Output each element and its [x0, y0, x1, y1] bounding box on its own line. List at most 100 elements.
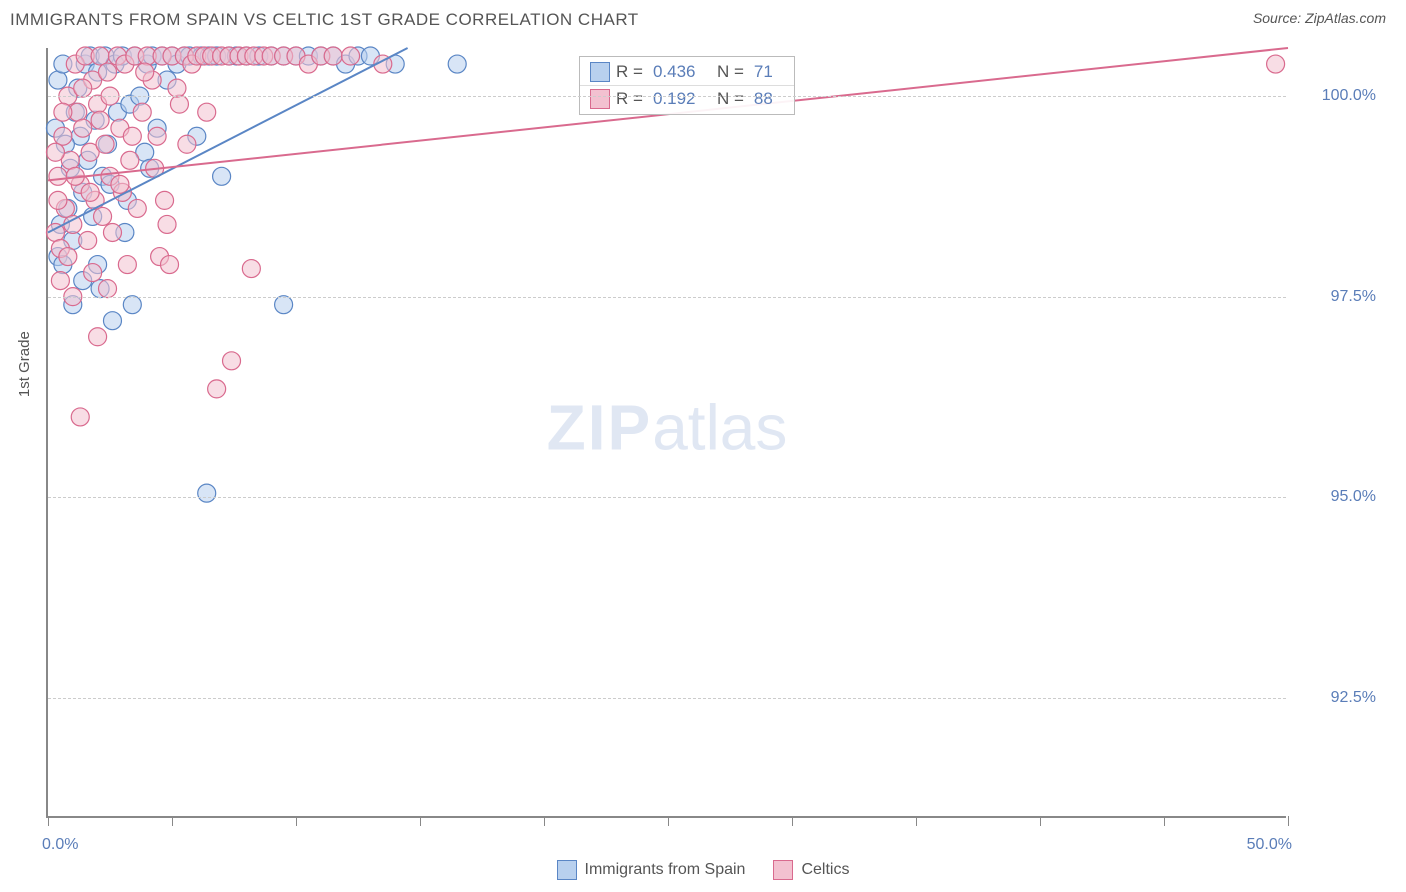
- legend-swatch-celtic: [773, 860, 793, 880]
- scatter-point-celtic: [79, 232, 97, 250]
- scatter-point-celtic: [198, 103, 216, 121]
- x-axis-max-label: 50.0%: [1247, 836, 1292, 854]
- y-tick-label: 97.5%: [1296, 288, 1376, 306]
- scatter-point-celtic: [148, 127, 166, 145]
- scatter-point-celtic: [168, 79, 186, 97]
- scatter-point-celtic: [84, 264, 102, 282]
- title-bar: IMMIGRANTS FROM SPAIN VS CELTIC 1ST GRAD…: [10, 10, 1396, 40]
- x-tick: [172, 816, 173, 826]
- x-tick: [544, 816, 545, 826]
- x-axis-min-label: 0.0%: [42, 836, 78, 854]
- gridline: [48, 698, 1286, 699]
- scatter-point-celtic: [91, 47, 109, 65]
- y-tick-label: 95.0%: [1296, 488, 1376, 506]
- x-tick: [1164, 816, 1165, 826]
- scatter-point-celtic: [158, 215, 176, 233]
- scatter-point-celtic: [208, 380, 226, 398]
- scatter-point-celtic: [64, 215, 82, 233]
- n-label: N =: [717, 62, 744, 82]
- legend-label-celtic: Celtics: [801, 861, 849, 879]
- scatter-point-celtic: [223, 352, 241, 370]
- scatter-point-celtic: [91, 111, 109, 129]
- scatter-point-celtic: [133, 103, 151, 121]
- scatter-point-celtic: [242, 260, 260, 278]
- r-label: R =: [616, 62, 643, 82]
- scatter-point-spain: [123, 296, 141, 314]
- n-value-spain: 71: [754, 62, 784, 82]
- swatch-spain: [590, 62, 610, 82]
- x-tick: [48, 816, 49, 826]
- r-label: R =: [616, 89, 643, 109]
- scatter-point-celtic: [121, 151, 139, 169]
- scatter-point-celtic: [170, 95, 188, 113]
- scatter-point-spain: [198, 484, 216, 502]
- n-value-celtic: 88: [754, 89, 784, 109]
- legend-item-celtic: Celtics: [773, 860, 849, 880]
- scatter-point-celtic: [46, 143, 64, 161]
- bottom-legend: Immigrants from Spain Celtics: [0, 860, 1406, 880]
- scatter-point-celtic: [59, 248, 77, 266]
- scatter-point-celtic: [161, 256, 179, 274]
- gridline: [48, 96, 1286, 97]
- scatter-point-celtic: [324, 47, 342, 65]
- source-value: ZipAtlas.com: [1305, 10, 1386, 26]
- chart-title: IMMIGRANTS FROM SPAIN VS CELTIC 1ST GRAD…: [10, 10, 639, 30]
- scatter-point-spain: [103, 312, 121, 330]
- scatter-point-celtic: [342, 47, 360, 65]
- scatter-point-celtic: [74, 79, 92, 97]
- scatter-point-celtic: [99, 280, 117, 298]
- plot-svg: [48, 48, 1288, 818]
- scatter-point-celtic: [1267, 55, 1285, 73]
- y-axis-title: 1st Grade: [16, 331, 33, 397]
- scatter-point-celtic: [49, 167, 67, 185]
- source-label: Source:: [1253, 10, 1301, 26]
- scatter-point-spain: [49, 71, 67, 89]
- x-tick: [1040, 816, 1041, 826]
- scatter-point-celtic: [89, 328, 107, 346]
- scatter-point-celtic: [74, 119, 92, 137]
- r-value-spain: 0.436: [653, 62, 701, 82]
- plot-area: ZIPatlas R =0.436N =71R =0.192N =88 0.0%…: [46, 48, 1286, 818]
- stats-row-celtic: R = 0.192 N = 88: [580, 85, 794, 112]
- x-tick: [916, 816, 917, 826]
- scatter-point-celtic: [96, 135, 114, 153]
- scatter-point-celtic: [81, 183, 99, 201]
- scatter-point-spain: [448, 55, 466, 73]
- scatter-point-celtic: [136, 63, 154, 81]
- scatter-point-celtic: [156, 191, 174, 209]
- scatter-point-celtic: [71, 408, 89, 426]
- gridline: [48, 297, 1286, 298]
- legend-swatch-spain: [557, 860, 577, 880]
- scatter-point-spain: [213, 167, 231, 185]
- n-label: N =: [717, 89, 744, 109]
- r-value-celtic: 0.192: [653, 89, 701, 109]
- swatch-celtic: [590, 89, 610, 109]
- scatter-point-celtic: [51, 272, 69, 290]
- stats-box: R = 0.436 N = 71 R = 0.192 N = 88: [579, 56, 795, 115]
- stats-row-spain: R = 0.436 N = 71: [580, 59, 794, 85]
- source-credit: Source: ZipAtlas.com: [1253, 10, 1386, 26]
- gridline: [48, 497, 1286, 498]
- scatter-point-celtic: [54, 127, 72, 145]
- scatter-point-celtic: [99, 63, 117, 81]
- scatter-point-celtic: [111, 175, 129, 193]
- scatter-point-spain: [275, 296, 293, 314]
- scatter-point-celtic: [103, 223, 121, 241]
- x-tick: [792, 816, 793, 826]
- y-tick-label: 92.5%: [1296, 689, 1376, 707]
- scatter-point-celtic: [128, 199, 146, 217]
- scatter-point-celtic: [123, 127, 141, 145]
- legend-item-spain: Immigrants from Spain: [557, 860, 746, 880]
- y-tick-label: 100.0%: [1296, 87, 1376, 105]
- legend-label-spain: Immigrants from Spain: [585, 861, 746, 879]
- x-tick: [668, 816, 669, 826]
- scatter-point-celtic: [178, 135, 196, 153]
- chart-container: IMMIGRANTS FROM SPAIN VS CELTIC 1ST GRAD…: [0, 0, 1406, 892]
- scatter-point-celtic: [49, 191, 67, 209]
- x-tick: [1288, 816, 1289, 826]
- scatter-point-celtic: [94, 207, 112, 225]
- scatter-point-celtic: [118, 256, 136, 274]
- x-tick: [420, 816, 421, 826]
- scatter-point-celtic: [54, 103, 72, 121]
- x-tick: [296, 816, 297, 826]
